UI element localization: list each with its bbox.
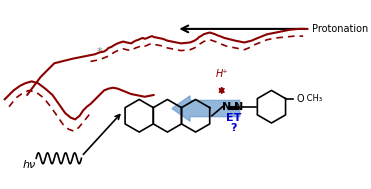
- Text: H⁺: H⁺: [216, 69, 228, 79]
- FancyArrow shape: [172, 96, 240, 121]
- Text: ?: ?: [230, 123, 237, 133]
- Text: ET: ET: [226, 113, 241, 123]
- Text: CH₃: CH₃: [303, 94, 322, 103]
- Text: Protonation: Protonation: [312, 24, 368, 34]
- Text: O: O: [296, 94, 304, 104]
- Text: N: N: [234, 102, 243, 112]
- Text: N: N: [221, 102, 231, 112]
- Text: hν: hν: [22, 160, 36, 170]
- Text: *: *: [97, 47, 102, 57]
